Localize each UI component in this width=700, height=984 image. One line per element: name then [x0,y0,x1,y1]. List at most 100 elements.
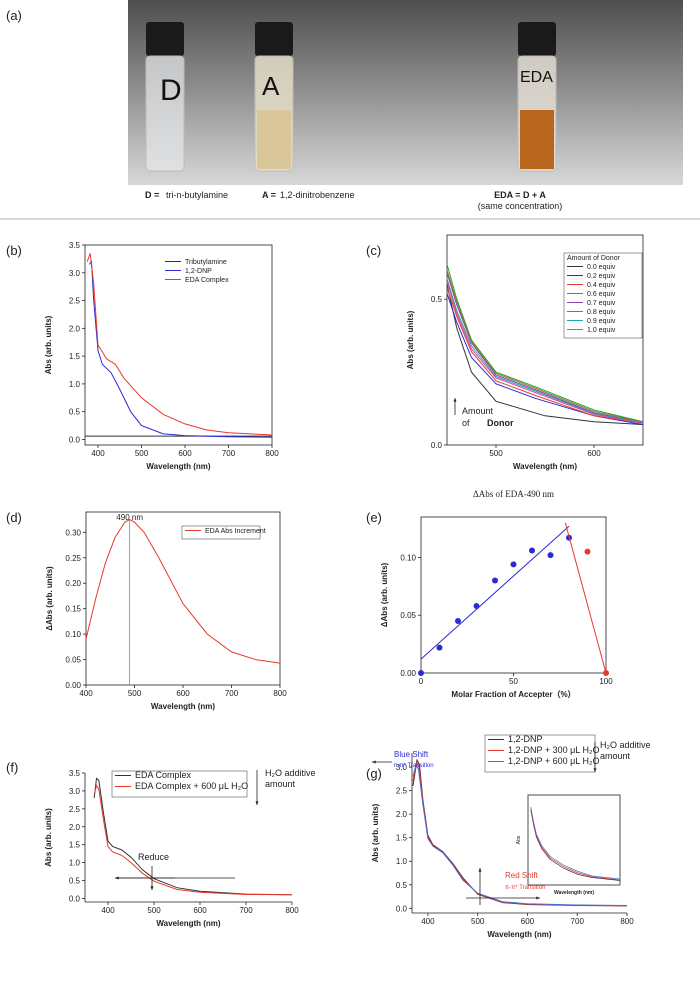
vial-cap [518,22,556,56]
x-axis-title: Wavelength (nm) [146,462,210,471]
x-tick-label: 400 [79,689,93,698]
series-line [530,808,621,881]
y-axis-title: Abs (arb. units) [406,310,415,369]
legend-label: Tributylamine [185,259,227,266]
series-line [412,763,628,906]
plot-frame [84,244,273,446]
y-tick-label: 0.0 [431,441,443,450]
plot-frame [420,516,607,674]
chart-title: ΔAbs of EDA-490 nm [473,489,554,499]
y-tick-label: 0.30 [65,528,81,537]
chart: (f) 400 500 600 700 800 0.0 0.5 1.0 1.5 2.0 2.5 3.0 3… [6,760,316,928]
x-tick-label: 400 [101,906,115,915]
chart: (c) 500 600 0.0 0.5 Wavelength (nm) Abs (arb. … [366,234,644,471]
arrow-head [536,896,540,900]
legend-label: 1.0 equiv [587,327,616,334]
y-tick-label: 0.15 [65,605,81,614]
y-tick-label: 0.0 [69,894,81,903]
x-tick-label: 500 [128,689,142,698]
annotation: of [462,418,470,428]
y-tick-label: 0.5 [396,881,408,890]
y-tick-label: 0.00 [65,681,81,690]
y-tick-label: 0.5 [69,408,81,417]
annotation: n-π* Transition [394,763,434,769]
point [584,548,591,555]
y-axis-title: Abs (arb. units) [371,803,380,862]
legend-label: 1,2-DNP + 600 μL H₂O [508,756,599,766]
chart: (g) 400 500 600 700 800 0.0 0.5 1.0 1.5 2.0 2.5 3.0 W… [366,734,651,939]
x-tick-label: 800 [620,917,634,926]
series-line [446,272,644,423]
y-axis-title: Abs [516,835,522,844]
y-tick-label: 2.0 [396,810,408,819]
legend-label: EDA Complex [135,770,192,780]
legend-label: 0.4 equiv [587,282,616,289]
legend-label: 0.0 equiv [587,264,616,271]
series-line [564,522,607,674]
x-tick-label: 600 [193,906,207,915]
vial-label: D [160,74,182,107]
legend-text: (same concentration) [478,201,563,211]
legend-label: EDA Abs Increment [205,528,266,535]
legend-label: 0.8 equiv [587,309,616,316]
y-tick-label: 3.0 [69,269,81,278]
x-axis-title: Wavelength (nm) [487,930,551,939]
point [510,561,517,568]
point [436,644,443,651]
legend-label: 1,2-DNP [508,734,543,744]
y-tick-label: 2.0 [69,324,81,333]
point [492,577,498,584]
series-line [446,264,644,423]
photo: D A EDA [128,0,683,185]
legend-label: 0.7 equiv [587,300,616,307]
x-tick-label: 400 [421,917,435,926]
x-tick-label: 700 [222,449,236,458]
x-axis-title: Wavelength (nm) [156,919,220,928]
point [418,670,424,676]
annotation: Blue Shift [394,750,429,759]
legend-label: 0.6 equiv [587,291,616,298]
x-tick-label: 500 [471,917,485,926]
annotation: π-π* Transition [505,885,545,891]
chart: (d) 400 500 600 700 800 0.00 0.05 0.10 0.15 0.20 0.… [6,510,287,711]
legend-label: 1,2-DNP + 300 μL H₂O [508,745,599,755]
y-tick-label: 0.5 [69,877,81,886]
annotation: Red Shift [505,871,539,880]
y-tick-label: 0.5 [431,295,443,304]
x-tick-label: 800 [265,449,279,458]
y-tick-label: 0.0 [396,904,408,913]
x-tick-label: 400 [91,449,105,458]
series-line [446,287,644,424]
arrow-head [372,760,376,764]
vial-label: A [262,71,280,101]
y-tick-label: 2.0 [69,823,81,832]
photo-background [128,0,683,185]
point [529,547,535,554]
y-tick-label: 1.0 [69,380,81,389]
x-tick-label: 0 [419,677,424,686]
point [455,618,461,624]
y-tick-label: 2.5 [69,805,81,814]
plot-frame [527,794,621,886]
vial-liquid [257,110,291,169]
annotation: amount [265,779,296,789]
annotation: Reduce [138,852,169,862]
legend-box [111,770,248,798]
y-tick-label: 0.10 [65,630,81,639]
chart: (e) 0 50 100 0.00 0.05 0.10 Molar Fraction of A… [366,489,613,699]
series-line [446,284,644,426]
annotation: Donor [487,418,514,428]
y-tick-label: 3.0 [396,763,408,772]
series-line [446,281,644,424]
series-line [88,260,273,438]
plot-frame [446,234,644,446]
y-tick-label: 1.5 [69,352,81,361]
legend-box [181,525,261,540]
x-tick-label: 800 [285,906,299,915]
vial [145,55,185,172]
y-axis-title: ΔAbs (arb. units) [380,562,389,627]
x-tick-label: 700 [239,906,253,915]
panel-label: (g) [366,766,382,781]
annotation: amount [600,751,631,761]
